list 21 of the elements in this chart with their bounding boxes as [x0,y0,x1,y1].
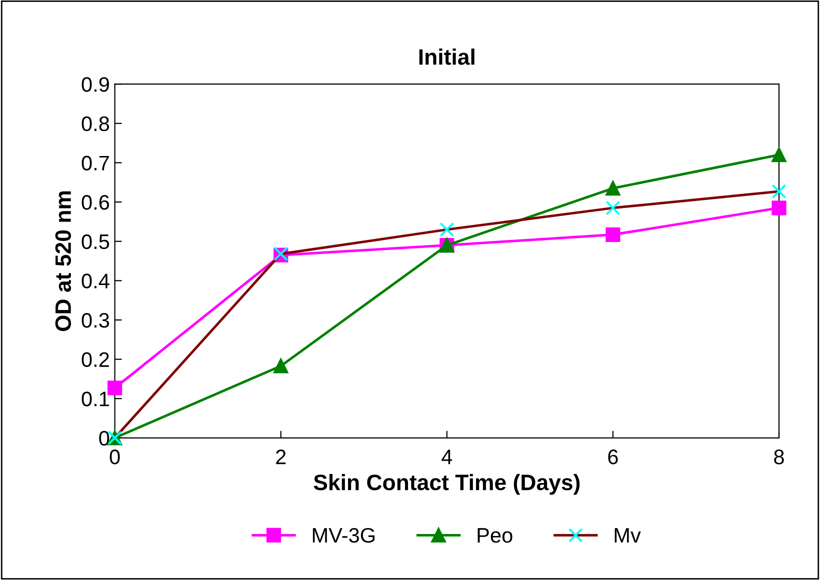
y-tick-label: 0.4 [82,274,110,288]
legend-label: Peo [478,528,512,543]
y-tick-label: 0.3 [82,312,110,328]
y-tick-label: 0.5 [82,234,110,250]
y-tick-label: 0.1 [82,392,109,406]
chart-title: Initial [419,48,474,65]
legend-label: Mv [614,528,641,543]
x-tick-label: 4 [442,450,452,464]
x-tick-label: 8 [774,450,784,464]
y-tick-label: 0.8 [82,116,110,132]
x-tick-label: 0 [110,450,120,464]
y-tick-label: 0 [99,430,110,446]
y-tick-label: 0.6 [82,195,110,210]
y-tick-label: 0.7 [82,156,109,170]
y-tick-label: 0.9 [82,77,109,92]
x-tick-label: 6 [608,450,618,464]
y-tick-label: 0.2 [82,352,109,368]
x-axis-title: Skin Contact Time (Days) [314,474,580,495]
legend-label: MV-3G [312,528,375,543]
y-axis-title: OD at 520 nm [55,191,72,332]
x-tick-label: 2 [276,450,286,464]
